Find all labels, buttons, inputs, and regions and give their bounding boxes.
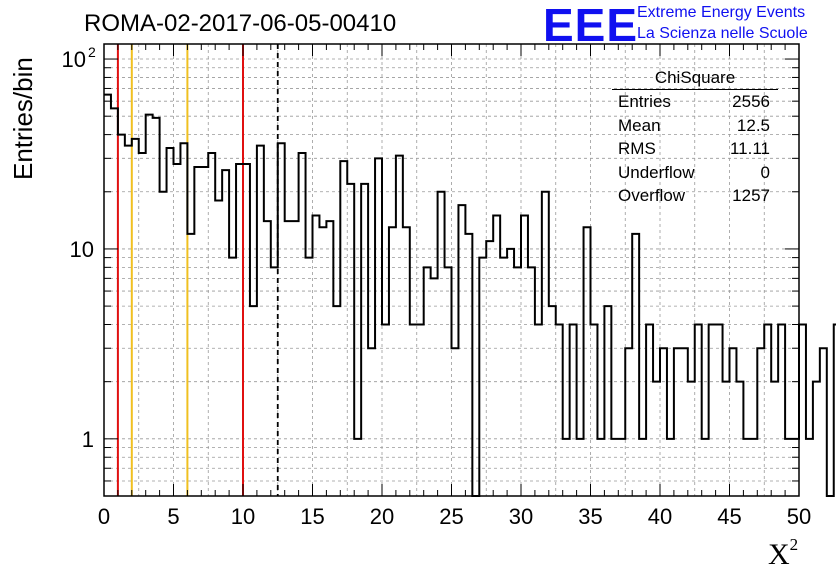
x-tick-label: 35	[578, 504, 602, 529]
x-axis-label: X2	[768, 535, 799, 571]
y-tick-label: 10	[62, 47, 86, 72]
x-tick-label: 45	[717, 504, 741, 529]
x-tick-label: 20	[370, 504, 394, 529]
stats-row-rms: RMS 11.11	[618, 139, 770, 158]
x-tick-label: 5	[167, 504, 179, 529]
histogram-line	[104, 93, 836, 497]
y-tick-label: 10	[70, 237, 94, 262]
logo-line-1: Extreme Energy Events	[637, 4, 806, 21]
eee-logo: EEE	[543, 0, 639, 51]
plot-title: ROMA-02-2017-06-05-00410	[84, 10, 397, 37]
x-tick-label: 50	[787, 504, 811, 529]
y-tick-label-exponent: 2	[88, 44, 96, 60]
stats-row-entries: Entries 2556	[618, 92, 770, 111]
stats-name: ChiSquare	[612, 68, 778, 90]
x-tick-label: 0	[98, 504, 110, 529]
stats-row-overflow: Overflow 1257	[618, 186, 770, 205]
logo-line-2: La Scienza nelle Scuole	[637, 25, 808, 42]
y-axis-label: Entries/bin	[8, 57, 38, 180]
x-tick-label: 25	[439, 504, 463, 529]
stats-row-mean: Mean 12.5	[618, 115, 770, 135]
x-tick-label: 40	[648, 504, 672, 529]
y-tick-label: 1	[82, 427, 94, 452]
stats-box: ChiSquare Entries 2556 Mean 12.5 RMS 11.11 …	[612, 68, 778, 210]
x-tick-label: 30	[509, 504, 533, 529]
x-tick-label: 15	[300, 504, 324, 529]
x-tick-label: 10	[231, 504, 255, 529]
stats-row-underflow: Underflow 0	[618, 162, 770, 182]
